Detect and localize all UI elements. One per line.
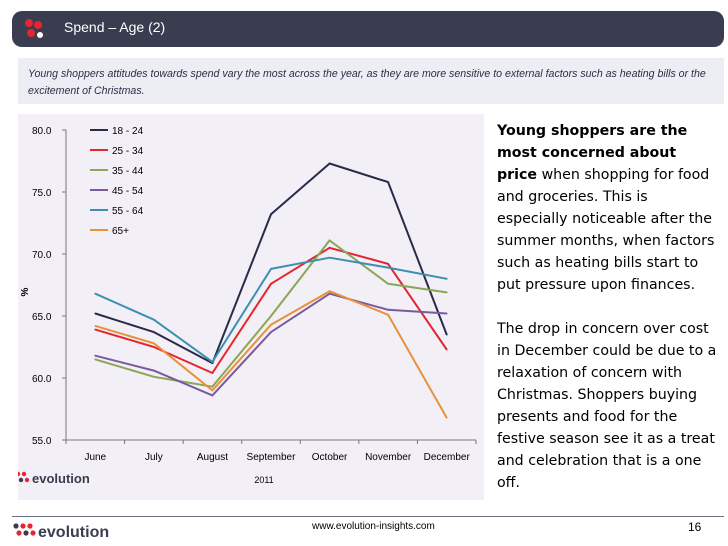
page-number: 16	[688, 520, 702, 534]
data-point	[445, 333, 448, 336]
legend-label: 55 - 64	[112, 206, 144, 217]
x-tick-label: June	[84, 452, 106, 463]
data-point	[328, 290, 331, 293]
data-point	[94, 328, 97, 331]
data-point	[445, 348, 448, 351]
spend-age-line-chart: 55.0 60.0 65.0 70.0 75.0 80.0 June July August Se…	[18, 126, 477, 486]
data-point	[152, 331, 155, 334]
commentary-p1-rest: when shopping for food and groceries. Th…	[497, 167, 715, 293]
data-point	[270, 315, 272, 317]
footer-divider	[12, 516, 724, 517]
data-point	[445, 277, 448, 280]
data-point	[211, 372, 214, 374]
data-point	[211, 394, 214, 397]
x-tick-label: November	[365, 452, 412, 463]
legend-label: 45 - 54	[112, 186, 144, 197]
data-point	[152, 369, 155, 372]
footer-logo-word: evolution	[38, 524, 109, 541]
chart-logo: evolution	[18, 471, 90, 486]
y-tick-label: 55.0	[32, 436, 52, 447]
legend-label: 25 - 34	[112, 146, 144, 157]
y-tick-label: 60.0	[32, 374, 52, 385]
data-point	[445, 312, 448, 315]
x-tick-label: October	[312, 452, 348, 463]
x-tick-label: September	[247, 452, 297, 463]
data-point	[94, 354, 97, 357]
data-point	[270, 213, 272, 216]
data-point	[94, 292, 97, 295]
data-point	[270, 267, 272, 270]
title-bar: Spend – Age (2)	[12, 11, 724, 47]
y-axis-label: %	[20, 287, 31, 296]
commentary-paragraph-2: The drop in concern over cost in Decembe…	[497, 321, 717, 491]
commentary-paragraph-1: Young shoppers are the most concerned ab…	[497, 120, 719, 296]
data-point	[387, 266, 390, 269]
page-title: Spend – Age (2)	[64, 19, 166, 35]
data-point	[270, 282, 272, 285]
commentary: Young shoppers are the most concerned ab…	[497, 120, 719, 494]
data-point	[152, 346, 155, 348]
data-point	[387, 308, 390, 311]
footer-logo: evolution	[13, 523, 109, 541]
data-point	[211, 389, 214, 392]
data-point	[387, 263, 390, 265]
legend-label: 18 - 24	[112, 126, 144, 137]
x-axis-label: 2011	[254, 475, 273, 485]
y-tick-label: 70.0	[32, 250, 52, 261]
data-point	[328, 292, 331, 295]
data-point	[387, 313, 390, 316]
brand-dots-icon	[25, 19, 43, 38]
data-point	[387, 181, 390, 183]
commentary-bold-lead: Young shoppers are the most concerned ab…	[497, 123, 688, 183]
series-line-35-44	[95, 239, 447, 388]
data-point	[270, 323, 272, 326]
data-point	[152, 375, 155, 378]
x-tick-label: August	[197, 452, 228, 463]
x-tick-label: December	[424, 452, 471, 463]
data-point	[328, 162, 331, 165]
data-point	[270, 331, 272, 334]
chart-logo-word: evolution	[32, 471, 90, 486]
data-point	[94, 358, 97, 361]
y-tick-label: 75.0	[32, 188, 52, 199]
data-point	[94, 325, 97, 327]
y-tick-label: 80.0	[32, 126, 52, 137]
data-point	[445, 291, 448, 294]
x-tick-label: July	[145, 452, 163, 463]
data-point	[328, 246, 331, 249]
data-point	[152, 318, 155, 321]
data-point	[211, 360, 214, 363]
legend-label: 65+	[112, 226, 129, 237]
data-point	[328, 256, 331, 259]
intro-text: Young shoppers attitudes towards spend v…	[18, 58, 724, 104]
data-point	[211, 385, 214, 388]
y-tick-label: 65.0	[32, 312, 52, 323]
chart-panel: 55.0 60.0 65.0 70.0 75.0 80.0 June July August Se…	[18, 114, 484, 500]
data-point	[94, 312, 97, 315]
legend-label: 35 - 44	[112, 166, 144, 177]
data-point	[445, 416, 448, 419]
data-point	[152, 342, 155, 345]
data-point	[328, 239, 331, 242]
data-point	[387, 282, 390, 285]
footer-url[interactable]: www.evolution-insights.com	[312, 521, 435, 532]
